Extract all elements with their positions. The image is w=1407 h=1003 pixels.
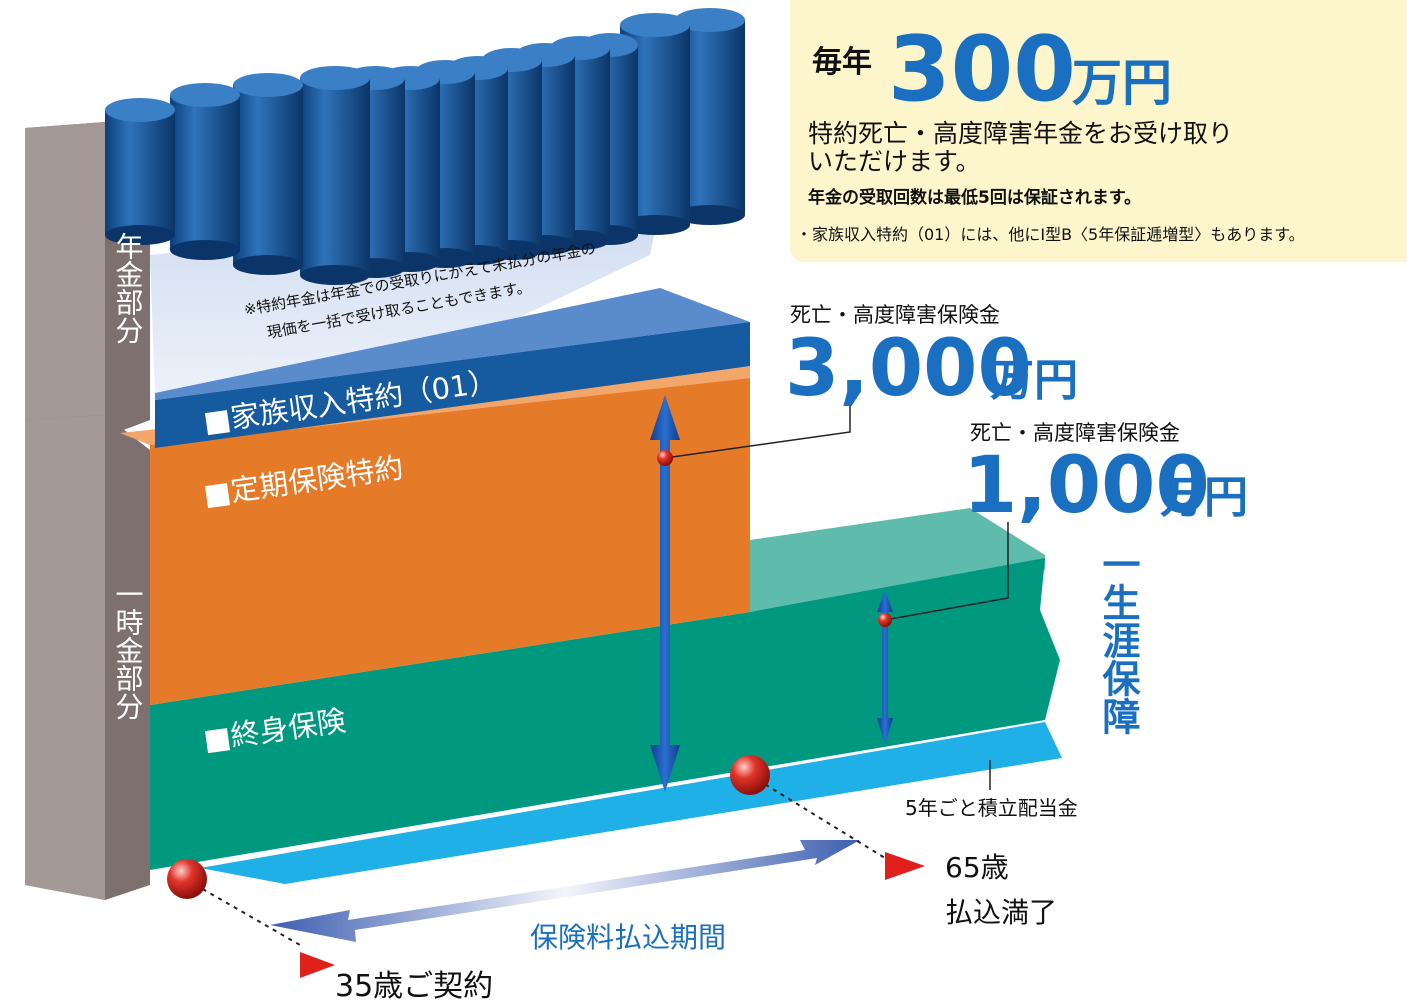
annuity-prefix: 毎年	[812, 45, 872, 80]
side-label: 一時金部分	[112, 580, 145, 720]
point	[730, 755, 770, 795]
cylinder-part	[105, 225, 175, 245]
cylinder-part	[300, 66, 370, 90]
annuity-box	[790, 0, 1407, 262]
payout-unit: 万円	[1160, 472, 1248, 523]
family-income-top	[155, 288, 750, 400]
annuity-line: いただけます。	[808, 147, 981, 176]
cylinder-part	[233, 85, 303, 265]
cylinder-part	[170, 95, 240, 250]
leader-line	[664, 405, 851, 459]
annuity-footnote: ・家族収入特約（01）には、他にI型B〈5年保証逓増型〉もあります。	[796, 225, 1305, 244]
cylinder-part	[233, 255, 303, 275]
payout-label: 死亡・高度障害保険金	[970, 421, 1180, 445]
arrow-3000	[650, 395, 680, 792]
payout-amount: 3,000	[785, 324, 1032, 414]
marker-triangle	[300, 952, 335, 978]
period-arrow	[270, 840, 860, 942]
whole-life-top	[750, 508, 1045, 612]
leader-line	[884, 522, 1009, 621]
annuity-line: 特約死亡・高度障害年金をお受け取り	[808, 119, 1233, 148]
cylinder-part	[105, 110, 175, 235]
family-income-block	[155, 322, 750, 448]
cylinder-part	[300, 78, 370, 275]
dividend-strip	[200, 722, 1062, 884]
cylinder-part	[105, 98, 175, 122]
cylinder-part	[170, 83, 240, 107]
pillar-lower	[25, 415, 105, 900]
arrow-1000	[877, 590, 893, 745]
end-label: 払込満了	[945, 896, 1057, 929]
point	[878, 613, 892, 627]
side-label: 年金部分	[112, 232, 145, 344]
annuity-unit: 万円	[1072, 54, 1172, 112]
dividend-label: 5年ごと積立配当金	[905, 796, 1078, 820]
cylinder-part	[620, 13, 690, 37]
whole-life-block	[150, 558, 1060, 870]
start-label: 35歳ご契約	[335, 969, 493, 1003]
pillar-upper	[25, 122, 105, 437]
cylinder-part	[675, 205, 745, 225]
term-block	[150, 378, 750, 705]
payout-amount: 1,000	[963, 441, 1210, 531]
period-label: 保険料払込期間	[530, 921, 726, 954]
payout-unit: 万円	[990, 355, 1078, 406]
annuity-amount: 300	[888, 17, 1076, 122]
cylinder-part	[300, 265, 370, 285]
cylinder-part	[233, 73, 303, 97]
point	[167, 859, 207, 899]
cylinders	[105, 8, 745, 285]
dotted-line	[186, 879, 301, 946]
annuity-note: 年金の受取回数は最低5回は保証されます。	[808, 187, 1141, 208]
lifetime-label: 一生涯保障	[1096, 545, 1140, 735]
cylinder-part	[675, 8, 745, 32]
payout-label: 死亡・高度障害保険金	[790, 303, 1000, 327]
point	[657, 450, 673, 466]
end-age: 65歳	[945, 851, 1009, 884]
marker-triangle	[885, 852, 925, 880]
cylinder-part	[170, 240, 240, 260]
